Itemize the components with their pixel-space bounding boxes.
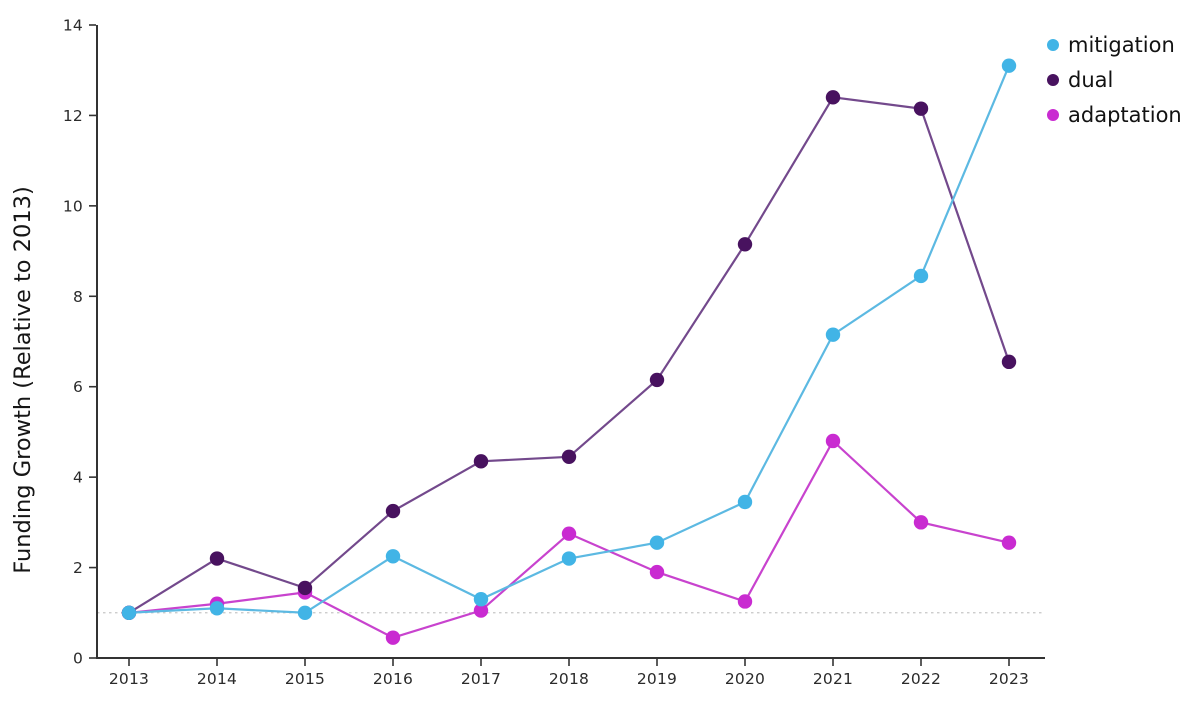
x-tick-label: 2015 [285,670,325,688]
x-tick-label: 2023 [989,670,1029,688]
point-mitigation-2018 [561,551,577,566]
x-tick-label: 2018 [549,670,589,688]
legend-label-adaptation: adaptation [1068,103,1182,127]
legend-marker-dual-icon [1047,74,1059,86]
y-tick-label: 14 [63,17,83,35]
point-dual-2019 [649,372,665,388]
point-mitigation-2021 [825,327,841,342]
point-mitigation-2013 [121,605,137,620]
x-tick-label: 2013 [109,670,149,688]
point-adaptation-2023 [1001,535,1017,550]
point-mitigation-2014 [209,601,225,616]
y-tick-label: 2 [73,559,83,577]
series-dual [121,90,1017,620]
legend-label-dual: dual [1068,68,1114,92]
series-mitigation [121,58,1017,620]
legend-item-dual: dual [1047,68,1182,92]
point-mitigation-2023 [1001,58,1017,73]
y-tick-label: 8 [73,288,83,306]
point-adaptation-2022 [913,515,929,530]
point-mitigation-2016 [385,549,401,564]
point-mitigation-2022 [913,268,929,284]
point-mitigation-2020 [737,494,753,510]
point-mitigation-2017 [473,592,489,607]
point-dual-2017 [473,454,489,469]
x-tick-label: 2014 [197,670,237,688]
legend-item-mitigation: mitigation [1047,33,1182,57]
legend-item-adaptation: adaptation [1047,103,1182,127]
point-dual-2015 [297,580,313,596]
point-adaptation-2016 [385,630,401,645]
x-tick-label: 2016 [373,670,413,688]
legend-marker-mitigation-icon [1047,39,1059,51]
point-dual-2014 [209,551,225,566]
x-tick-label: 2019 [637,670,677,688]
point-dual-2023 [1001,354,1017,370]
point-adaptation-2020 [737,594,753,609]
point-adaptation-2021 [825,433,841,449]
x-tick-label: 2022 [901,670,941,688]
point-dual-2018 [561,449,577,464]
y-tick-label: 12 [63,107,83,125]
point-mitigation-2019 [649,535,665,550]
point-dual-2021 [825,90,841,105]
y-tick-label: 6 [73,378,83,396]
point-mitigation-2015 [297,605,313,620]
point-dual-2022 [913,101,929,116]
legend: mitigation dual adaptation [1047,33,1182,127]
point-adaptation-2018 [561,526,577,541]
y-tick-label: 10 [63,197,83,215]
point-adaptation-2017 [473,603,489,618]
y-tick-label: 0 [73,650,83,668]
axes-layer: 0 2 4 6 8 10 12 14 2013 2014 2015 2016 2017 2018 2019 2… [63,17,1045,688]
point-dual-2020 [737,237,753,252]
x-tick-label: 2017 [461,670,501,688]
x-tick-label: 2020 [725,670,765,688]
x-tick-label: 2021 [813,670,853,688]
y-tick-label: 4 [73,469,83,487]
series-adaptation [121,433,1017,645]
legend-marker-adaptation-icon [1047,109,1059,121]
point-dual-2016 [385,503,401,519]
point-adaptation-2019 [649,564,665,580]
y-axis-title: Funding Growth (Relative to 2013) [10,186,36,574]
legend-label-mitigation: mitigation [1068,33,1175,57]
series-layer [121,58,1017,645]
